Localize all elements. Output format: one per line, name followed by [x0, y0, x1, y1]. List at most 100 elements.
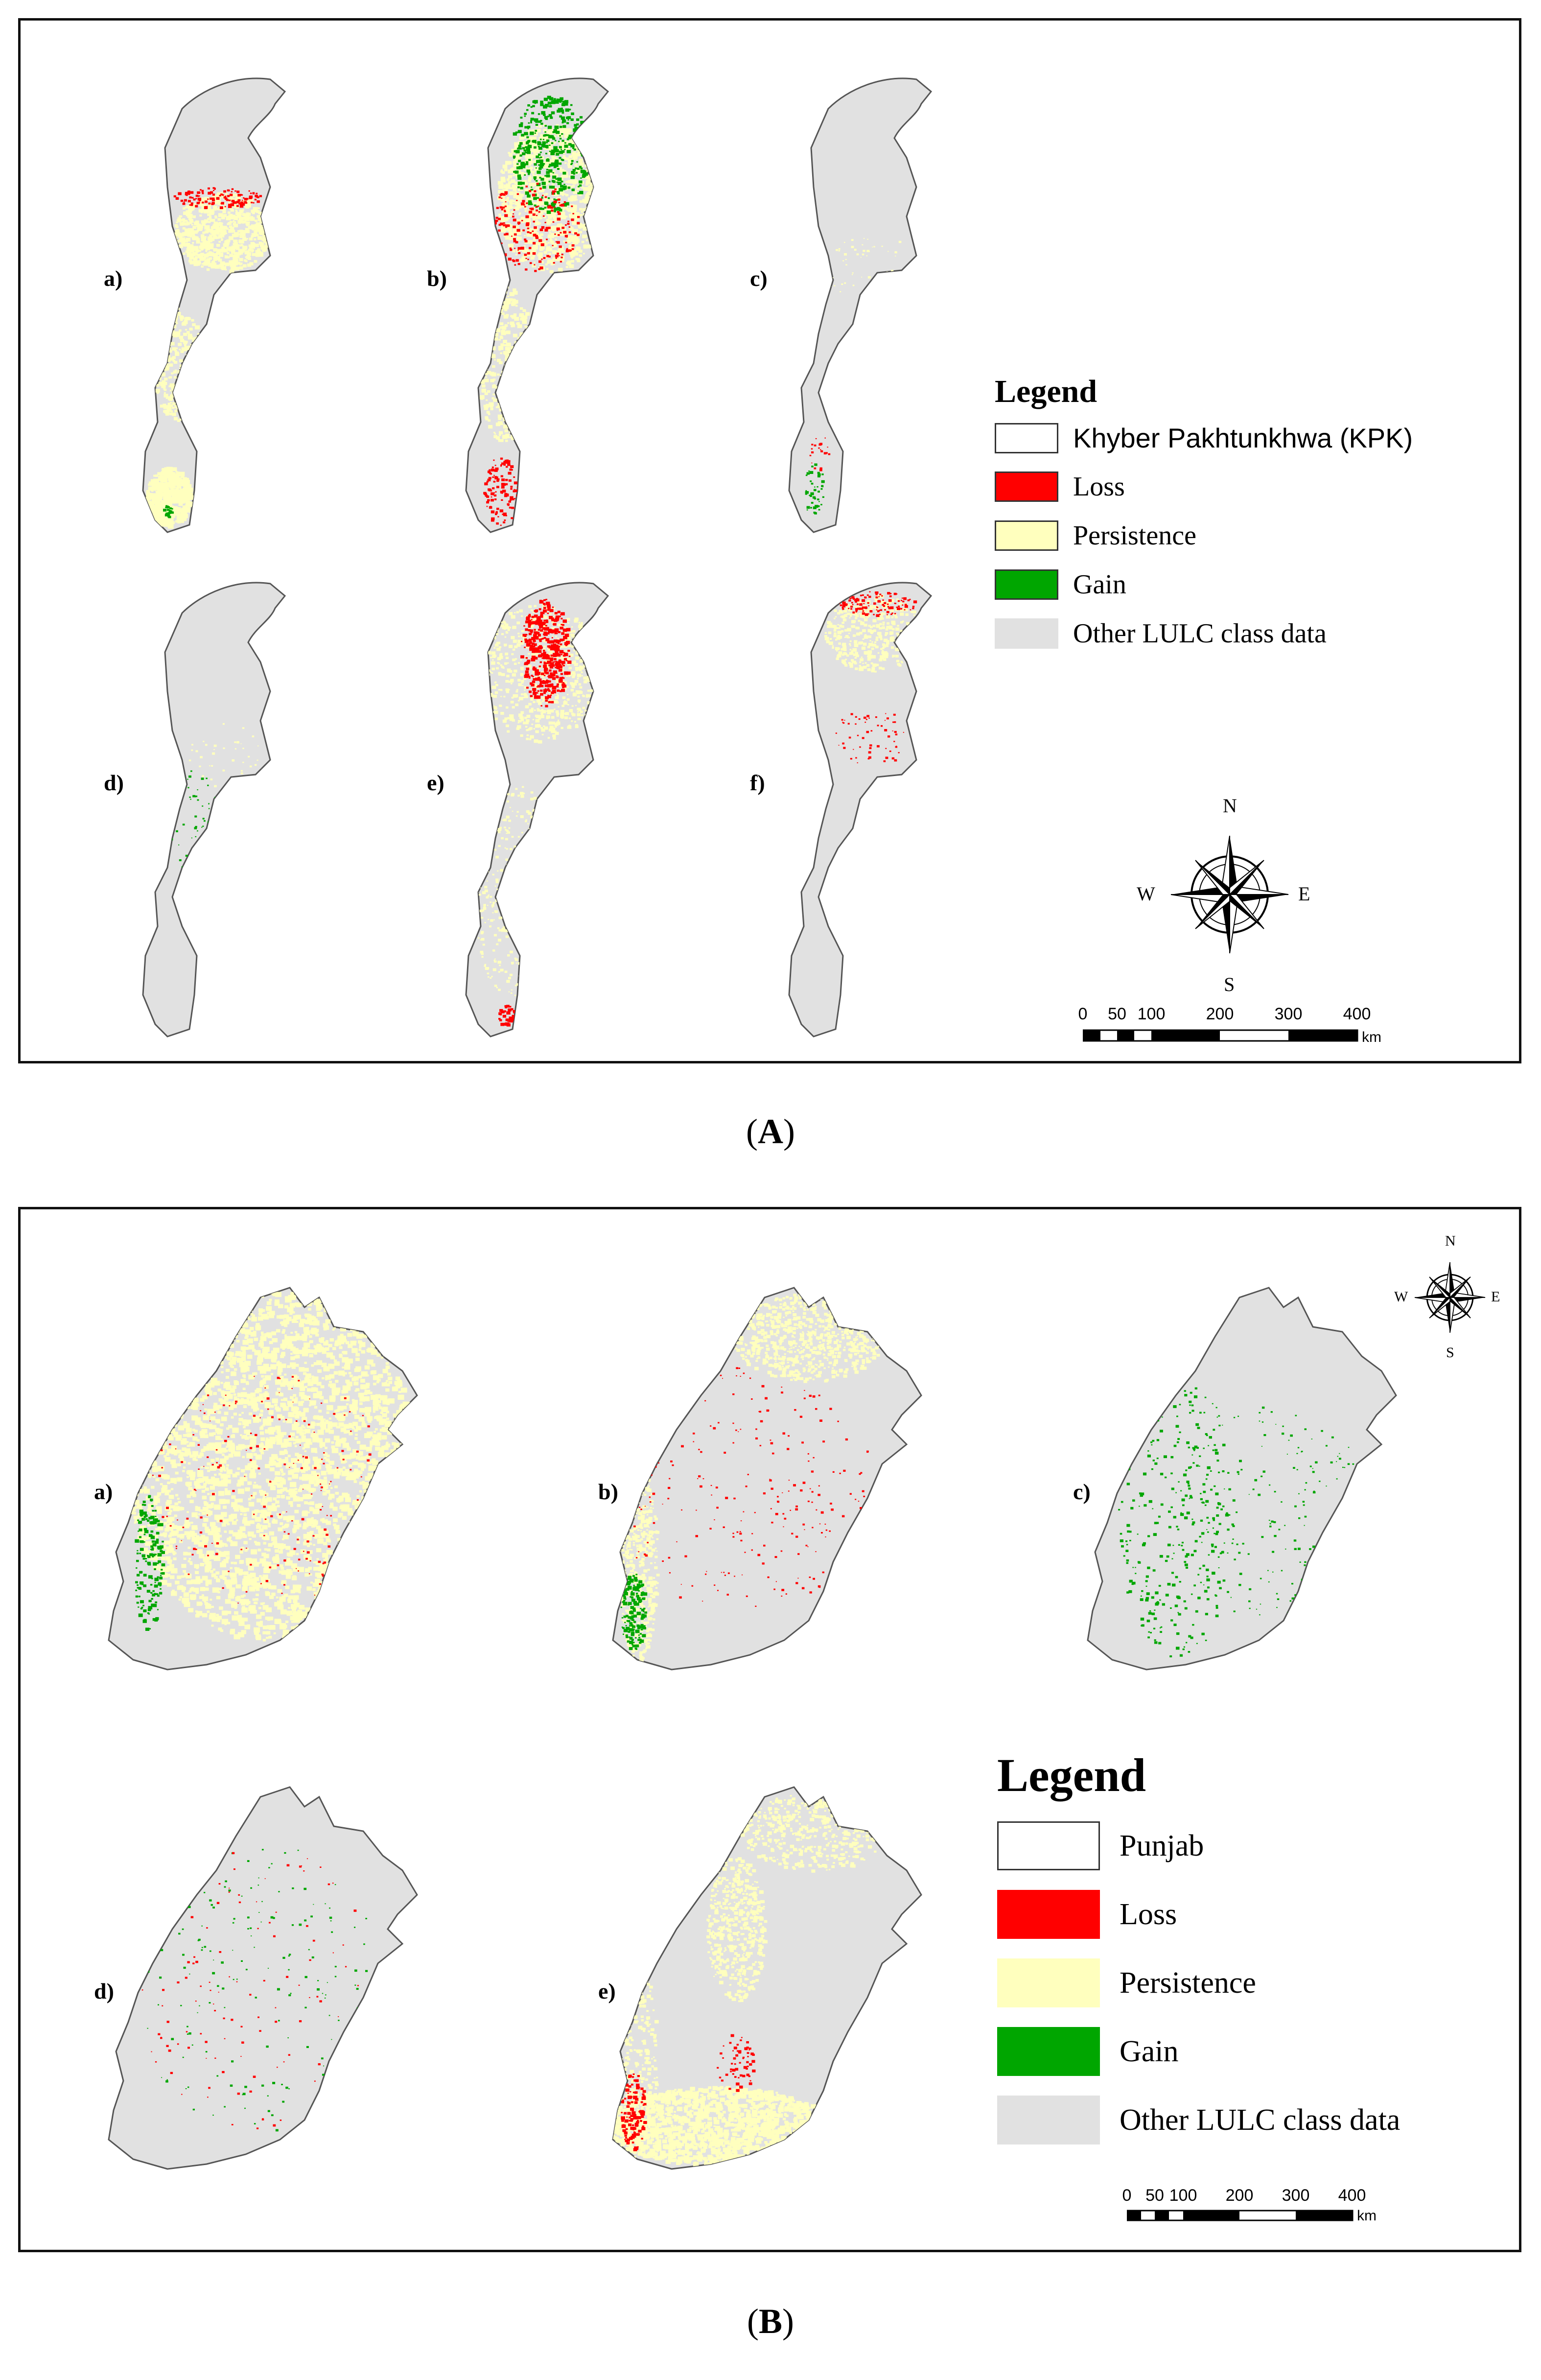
scale-tick-0: 0: [1078, 1005, 1088, 1023]
kpk-map-f: f): [750, 574, 960, 1063]
punjab-map-d: d): [94, 1767, 476, 2218]
compass-rose-b: N S E W: [1394, 1233, 1500, 1361]
kpk-map-b-shape: [465, 77, 609, 533]
kpk-map-a: a): [104, 70, 314, 559]
legend-item-other: Other LULC class data: [995, 618, 1327, 649]
punjab-map-c-shape: [1087, 1287, 1397, 1671]
compass-rose-icon: [1414, 1262, 1486, 1333]
land-cover-pixels: [145, 187, 274, 529]
panel-label-b: b): [427, 266, 447, 291]
caption-b-letter: B: [758, 2302, 783, 2341]
legend-label-other: Other LULC class data: [1120, 2103, 1401, 2137]
panel-label-e: e): [427, 770, 444, 795]
scale-tick-0: 0: [1122, 2186, 1132, 2205]
scale-ticks: 0 50 100 200 300 400: [1078, 1005, 1371, 1024]
panel-label-f: f): [750, 770, 765, 795]
scale-tick-300: 300: [1274, 1005, 1303, 1023]
kpk-map-e: e): [427, 574, 637, 1063]
legend-swatch-persistence: [997, 1958, 1100, 2007]
punjab-map-b-shape: [612, 1287, 922, 1671]
legend-title: Legend: [997, 1749, 1146, 1801]
punjab-map-d-shape: [108, 1786, 418, 2170]
figure-a-frame: a) b) c) d) e) f) Legend Khyber Pakhtunk…: [18, 18, 1521, 1063]
scale-unit: km: [1357, 2208, 1377, 2224]
legend-item-persistence: Persistence: [997, 1958, 1256, 2007]
compass-rose-a: N S E W: [1137, 795, 1310, 995]
compass-rose-icon: [1170, 835, 1289, 954]
legend-label-persistence: Persistence: [1120, 1966, 1256, 2000]
legend-label-persistence: Persistence: [1073, 520, 1196, 551]
legend-title: Legend: [995, 374, 1097, 409]
legend-item-gain: Gain: [997, 2027, 1179, 2076]
scale-tick-400: 400: [1343, 1005, 1371, 1023]
legend-label-other: Other LULC class data: [1073, 618, 1327, 649]
legend-item-persistence: Persistence: [995, 520, 1196, 551]
panel-label-d: d): [104, 770, 124, 795]
region-outline: [142, 77, 286, 533]
punjab-map-e: e): [598, 1767, 980, 2218]
panel-label-c: c): [750, 266, 768, 291]
legend-label-region: Khyber Pakhtunkhwa (KPK): [1073, 423, 1413, 453]
region-outline: [612, 1287, 922, 1671]
legend-swatch-region: [997, 1821, 1100, 1870]
scale-tick-200: 200: [1206, 1005, 1234, 1023]
caption-a: (A): [746, 1112, 795, 1151]
legend-label-loss: Loss: [1073, 471, 1125, 502]
panel-label-d: d): [94, 1979, 114, 2003]
compass-n: N: [1223, 795, 1237, 817]
legend-label-loss: Loss: [1120, 1897, 1177, 1931]
compass-w: W: [1137, 883, 1155, 905]
kpk-map-f-shape: [788, 582, 933, 1037]
kpk-map-d: d): [104, 574, 314, 1063]
caption-b: (B): [747, 2302, 794, 2341]
compass-e: E: [1298, 883, 1310, 905]
region-outline: [108, 1786, 418, 2170]
region-outline: [1087, 1287, 1397, 1671]
legend-swatch-other: [997, 2096, 1100, 2144]
legend-swatch-persistence: [995, 520, 1058, 551]
legend-kpk: Legend Khyber Pakhtunkhwa (KPK) Loss Per…: [995, 373, 1514, 677]
panel-label-a: a): [94, 1479, 113, 1504]
land-cover-pixels: [824, 591, 923, 763]
region-outline: [465, 77, 609, 533]
scale-ticks: 0 50 100 200 300 400: [1122, 2186, 1366, 2206]
scale-tick-50: 50: [1108, 1005, 1126, 1023]
region-outline: [788, 77, 933, 533]
region-outline: [142, 582, 286, 1037]
legend-label-gain: Gain: [1120, 2034, 1179, 2068]
kpk-map-d-shape: [142, 582, 286, 1037]
legend-item-loss: Loss: [997, 1890, 1177, 1939]
legend-swatch-gain: [997, 2027, 1100, 2076]
scale-tick-200: 200: [1225, 2186, 1254, 2205]
scale-tick-50: 50: [1145, 2186, 1164, 2205]
punjab-map-b: b): [598, 1268, 980, 1719]
caption-a-letter: A: [758, 1112, 783, 1151]
kpk-map-a-shape: [142, 77, 286, 533]
kpk-map-c-shape: [788, 77, 933, 533]
compass-n: N: [1445, 1233, 1456, 1249]
legend-item-loss: Loss: [995, 471, 1125, 502]
panel-label-a: a): [104, 266, 123, 291]
legend-item-region: Punjab: [997, 1821, 1204, 1870]
legend-item-other: Other LULC class data: [997, 2096, 1400, 2144]
scale-tick-300: 300: [1282, 2186, 1310, 2205]
figure-b-frame: a) b) c) d) e): [18, 1207, 1521, 2252]
kpk-map-e-shape: [465, 582, 609, 1037]
compass-s: S: [1224, 973, 1235, 995]
kpk-map-c: c): [750, 70, 960, 559]
panel-label-b: b): [598, 1479, 618, 1504]
legend-swatch-loss: [997, 1890, 1100, 1939]
legend-swatch-gain: [995, 569, 1058, 600]
legend-item-gain: Gain: [995, 569, 1126, 600]
region-outline: [788, 582, 933, 1037]
compass-w: W: [1394, 1289, 1408, 1305]
compass-s: S: [1446, 1344, 1454, 1361]
legend-swatch-loss: [995, 471, 1058, 502]
scale-tick-400: 400: [1338, 2186, 1366, 2205]
legend-swatch-other: [995, 618, 1058, 649]
compass-e: E: [1491, 1289, 1500, 1305]
legend-label-region: Punjab: [1120, 1829, 1204, 1862]
land-cover-pixels: [472, 599, 606, 1027]
legend-swatch-region: [995, 423, 1058, 453]
legend-punjab: Legend Punjab Loss Persistence Gain Othe…: [997, 1748, 1506, 2164]
